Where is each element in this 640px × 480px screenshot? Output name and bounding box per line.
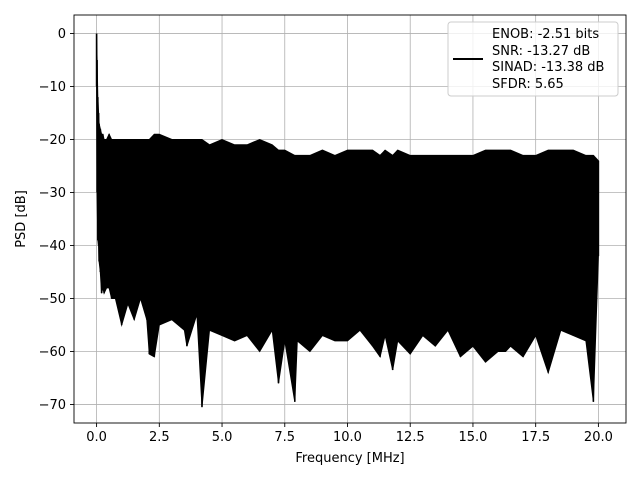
legend-line-sfdr: SFDR: 5.65	[492, 77, 564, 92]
y-tick-label: −70	[39, 398, 66, 413]
legend-line-snr: SNR: -13.27 dB	[492, 44, 590, 59]
legend-line-sinad: SINAD: -13.38 dB	[492, 60, 604, 75]
y-tick-label: −60	[39, 345, 66, 360]
x-tick-label: 5.0	[212, 430, 233, 445]
y-tick-label: −10	[39, 80, 66, 95]
y-axis-label: PSD [dB]	[14, 190, 29, 248]
y-tick-label: 0	[58, 27, 66, 42]
x-axis-label: Frequency [MHz]	[295, 451, 404, 466]
x-tick-label: 2.5	[149, 430, 170, 445]
legend: ENOB: -2.51 bits SNR: -13.27 dB SINAD: -…	[447, 21, 619, 97]
axis-ticks: 0.0 2.5 5.0 7.5 10.0 12.5 15.0 17.5 20.0 0 −10 −20 −…	[39, 27, 613, 445]
x-tick-label: 20.0	[584, 430, 613, 445]
legend-line-enob: ENOB: -2.51 bits	[492, 27, 599, 42]
x-tick-label: 15.0	[458, 430, 487, 445]
x-tick-label: 17.5	[521, 430, 550, 445]
x-tick-label: 0.0	[86, 430, 107, 445]
y-tick-label: −50	[39, 292, 66, 307]
legend-box	[447, 21, 619, 97]
y-tick-label: −20	[39, 133, 66, 148]
x-tick-label: 7.5	[274, 430, 295, 445]
x-tick-label: 12.5	[396, 430, 425, 445]
y-tick-label: −40	[39, 239, 66, 254]
x-tick-label: 10.0	[333, 430, 362, 445]
plot-frame	[73, 14, 627, 424]
series-psd	[95, 33, 600, 408]
y-tick-label: −30	[39, 186, 66, 201]
